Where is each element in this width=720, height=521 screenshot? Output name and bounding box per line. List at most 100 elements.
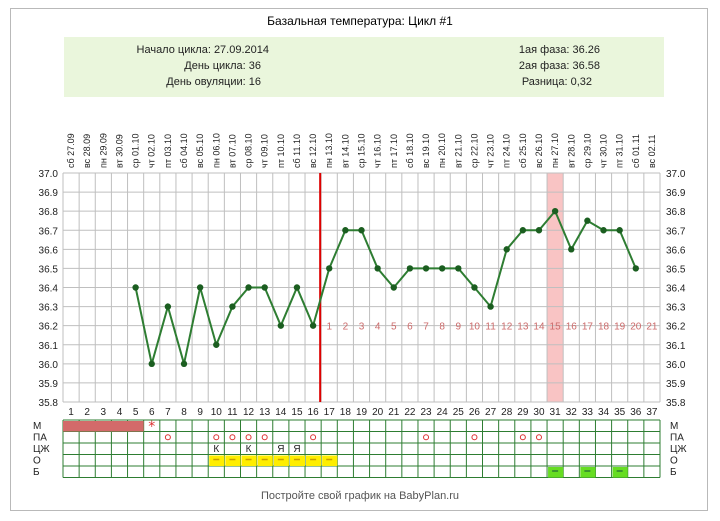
- y-tick-label-left: 36.3: [39, 303, 59, 314]
- day-number-label: 8: [181, 407, 187, 418]
- phase2-day-label: 12: [501, 322, 513, 333]
- day-number-label: 24: [437, 407, 449, 418]
- date-label: пн 06.10: [211, 133, 221, 168]
- phase2-day-label: 5: [391, 322, 397, 333]
- y-tick-label-right: 36.5: [666, 264, 686, 275]
- b-mark-cell: [580, 467, 596, 478]
- day-number-label: 6: [149, 407, 155, 418]
- phase2-row: 2ая фаза: 36.58: [394, 60, 600, 72]
- o-mark-cell: [241, 455, 257, 466]
- day-number-label: 20: [372, 407, 384, 418]
- day-number-label: 36: [630, 407, 642, 418]
- czh-mark: Я: [277, 444, 284, 455]
- phase2-day-label: 16: [566, 322, 578, 333]
- day-number-label: 33: [582, 407, 594, 418]
- temperature-point: [455, 265, 462, 272]
- temperature-point: [358, 227, 365, 234]
- phase1-label: 1ая фаза:: [518, 44, 570, 56]
- date-label: чт 09.10: [260, 134, 270, 168]
- day-number-label: 15: [291, 407, 303, 418]
- difference-value: 0,32: [570, 76, 592, 88]
- date-label: вт 14.10: [340, 134, 350, 168]
- difference-label: Разница:: [521, 76, 568, 88]
- date-label: чт 02.10: [147, 134, 157, 168]
- temperature-series-line: [134, 209, 637, 365]
- pa-mark: [535, 434, 542, 441]
- temperature-point: [568, 246, 575, 253]
- temperature-point: [213, 341, 220, 348]
- row-label-right: М: [670, 421, 678, 432]
- y-tick-label-right: 36.8: [666, 207, 686, 218]
- y-tick-label-right: 36.6: [666, 245, 686, 256]
- o-mark-cell: [209, 455, 225, 466]
- pa-mark: [471, 434, 478, 441]
- date-label: вс 02.11: [647, 134, 657, 168]
- footer-link-text[interactable]: Постройте свой график на BabyPlan.ru: [260, 490, 460, 502]
- y-tick-label-right: 36.9: [666, 188, 686, 199]
- temperature-point: [180, 360, 188, 368]
- row-label-left: М: [33, 421, 41, 432]
- y-tick-label-right: 37.0: [666, 169, 686, 180]
- day-number-label: 10: [211, 407, 223, 418]
- y-tick-label-left: 35.8: [39, 398, 59, 409]
- temperature-point: [471, 284, 478, 291]
- y-tick-label-left: 36.6: [39, 245, 59, 256]
- ovulation-day-row: День овуляции: 16: [64, 76, 261, 88]
- phase2-day-label: 9: [456, 322, 462, 333]
- pa-mark: [245, 434, 252, 441]
- date-label: чт 16.10: [373, 134, 383, 168]
- phase2-day-label: 19: [614, 322, 626, 333]
- phase2-day-label: 13: [517, 322, 529, 333]
- temperature-point: [535, 227, 543, 234]
- pa-mark: [229, 434, 236, 441]
- phase2-day-label: 1: [326, 322, 332, 333]
- phase1-value: 36.26: [572, 44, 600, 56]
- date-label: пт 10.10: [276, 134, 286, 168]
- y-tick-label-left: 36.1: [39, 341, 59, 352]
- date-label: сб 27.09: [66, 133, 76, 168]
- phase2-day-label: 11: [485, 322, 496, 333]
- day-number-label: 3: [101, 407, 107, 418]
- date-label: ср 08.10: [244, 133, 254, 168]
- b-mark-cell: [612, 467, 628, 478]
- o-mark-cell: [273, 455, 289, 466]
- temperature-point: [132, 284, 139, 291]
- pa-mark: [261, 434, 268, 441]
- y-tick-label-left: 37.0: [39, 169, 59, 180]
- y-tick-label-right: 36.3: [666, 303, 686, 314]
- o-mark-cell: [289, 455, 306, 466]
- temperature-point: [229, 303, 236, 310]
- temperature-point: [487, 303, 494, 310]
- cycle-start-value: 27.09.2014: [213, 44, 269, 56]
- day-number-label: 28: [501, 407, 513, 418]
- phase2-day-label: 8: [439, 322, 445, 333]
- y-tick-label-left: 36.4: [39, 284, 59, 295]
- temperature-point: [245, 284, 252, 291]
- date-label: пт 24.10: [502, 134, 512, 168]
- day-number-label: 25: [453, 407, 465, 418]
- date-label: ср 01.10: [131, 133, 141, 168]
- row-label-right: ПА: [670, 433, 684, 444]
- phase2-day-label: 21: [646, 322, 658, 333]
- pa-mark: [213, 434, 220, 441]
- phase2-day-label: 4: [375, 322, 381, 333]
- date-label: вс 28.09: [82, 134, 92, 168]
- y-tick-label-left: 36.2: [39, 322, 59, 333]
- pa-mark: [310, 434, 317, 441]
- cycle-start-label: Начало цикла:: [136, 44, 211, 56]
- y-tick-label-right: 36.1: [666, 341, 686, 352]
- y-tick-label-right: 36.7: [666, 226, 686, 237]
- day-number-label: 14: [275, 407, 287, 418]
- menstruation-bar: [63, 421, 144, 432]
- temperature-point: [503, 246, 510, 253]
- date-label: пт 17.10: [389, 134, 399, 168]
- difference-row: Разница: 0,32: [394, 76, 592, 88]
- phase2-day-label: 17: [582, 322, 594, 333]
- day-number-label: 22: [404, 407, 416, 418]
- date-label: чт 23.10: [486, 134, 496, 168]
- phase2-day-label: 18: [598, 322, 610, 333]
- row-label-right: Б: [670, 467, 677, 478]
- date-label: сб 18.10: [405, 133, 415, 168]
- date-label: вт 28.10: [566, 134, 576, 168]
- day-number-label: 1: [68, 407, 74, 418]
